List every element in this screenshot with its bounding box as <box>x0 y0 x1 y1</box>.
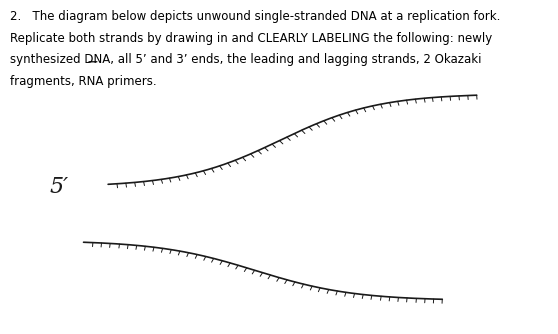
Text: synthesized DNA, all 5’ and 3’ ends, the leading and lagging strands, 2 Okazaki: synthesized DNA, all 5’ and 3’ ends, the… <box>10 53 482 66</box>
Text: 5′: 5′ <box>50 176 69 198</box>
Text: 2.   The diagram below depicts unwound single-stranded DNA at a replication fork: 2. The diagram below depicts unwound sin… <box>10 10 500 23</box>
Text: Replicate both strands by drawing in and CLEARLY LABELING the following: newly: Replicate both strands by drawing in and… <box>10 32 492 45</box>
Text: fragments, RNA primers.: fragments, RNA primers. <box>10 75 156 88</box>
